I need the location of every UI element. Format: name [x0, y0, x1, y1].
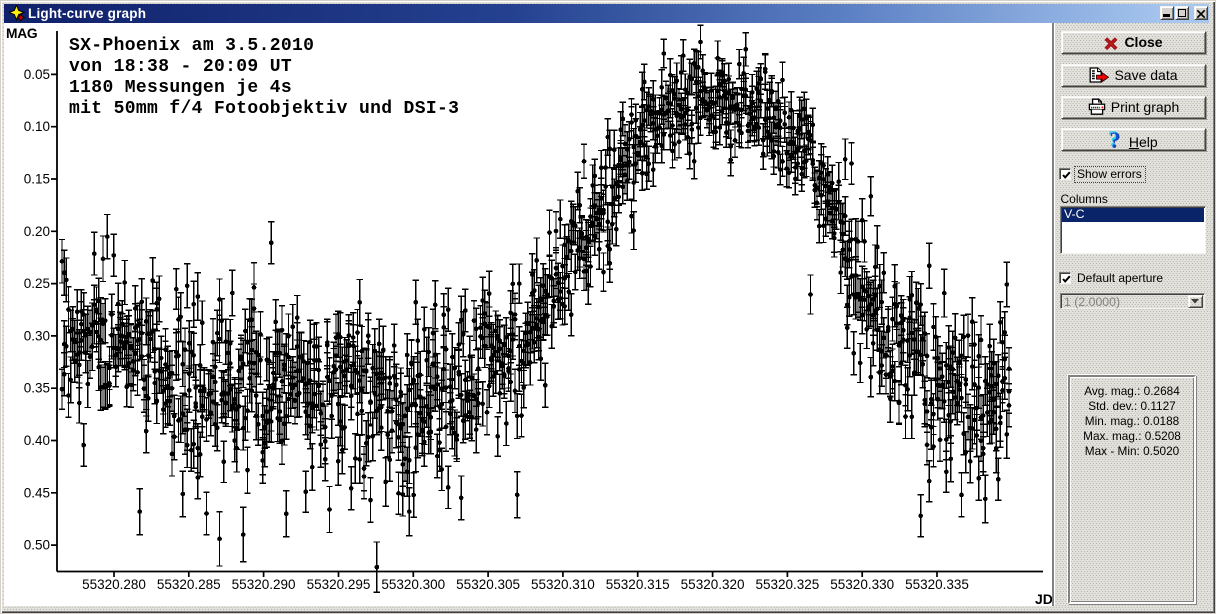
- svg-text:55320.320: 55320.320: [681, 577, 745, 592]
- svg-text:0.20: 0.20: [24, 224, 50, 239]
- svg-text:55320.290: 55320.290: [232, 577, 296, 592]
- svg-text:55320.310: 55320.310: [531, 577, 595, 592]
- svg-text:0.05: 0.05: [24, 67, 50, 82]
- svg-text:0.35: 0.35: [24, 381, 50, 396]
- svg-text:55320.330: 55320.330: [830, 577, 894, 592]
- svg-text:0.25: 0.25: [24, 276, 50, 291]
- svg-text:55320.295: 55320.295: [307, 577, 371, 592]
- svg-text:55320.315: 55320.315: [606, 577, 670, 592]
- svg-text:55320.335: 55320.335: [905, 577, 969, 592]
- svg-text:0.40: 0.40: [24, 433, 50, 448]
- svg-text:0.30: 0.30: [24, 328, 50, 343]
- svg-text:0.10: 0.10: [24, 119, 50, 134]
- svg-text:0.45: 0.45: [24, 485, 50, 500]
- svg-text:55320.285: 55320.285: [157, 577, 221, 592]
- svg-text:55320.325: 55320.325: [755, 577, 819, 592]
- svg-text:55320.305: 55320.305: [456, 577, 520, 592]
- svg-text:0.15: 0.15: [24, 172, 50, 187]
- svg-text:55320.300: 55320.300: [381, 577, 445, 592]
- svg-text:MAG: MAG: [6, 26, 37, 41]
- svg-text:55320.280: 55320.280: [82, 577, 146, 592]
- svg-text:0.50: 0.50: [24, 538, 50, 553]
- svg-text:JD: JD: [1035, 591, 1052, 606]
